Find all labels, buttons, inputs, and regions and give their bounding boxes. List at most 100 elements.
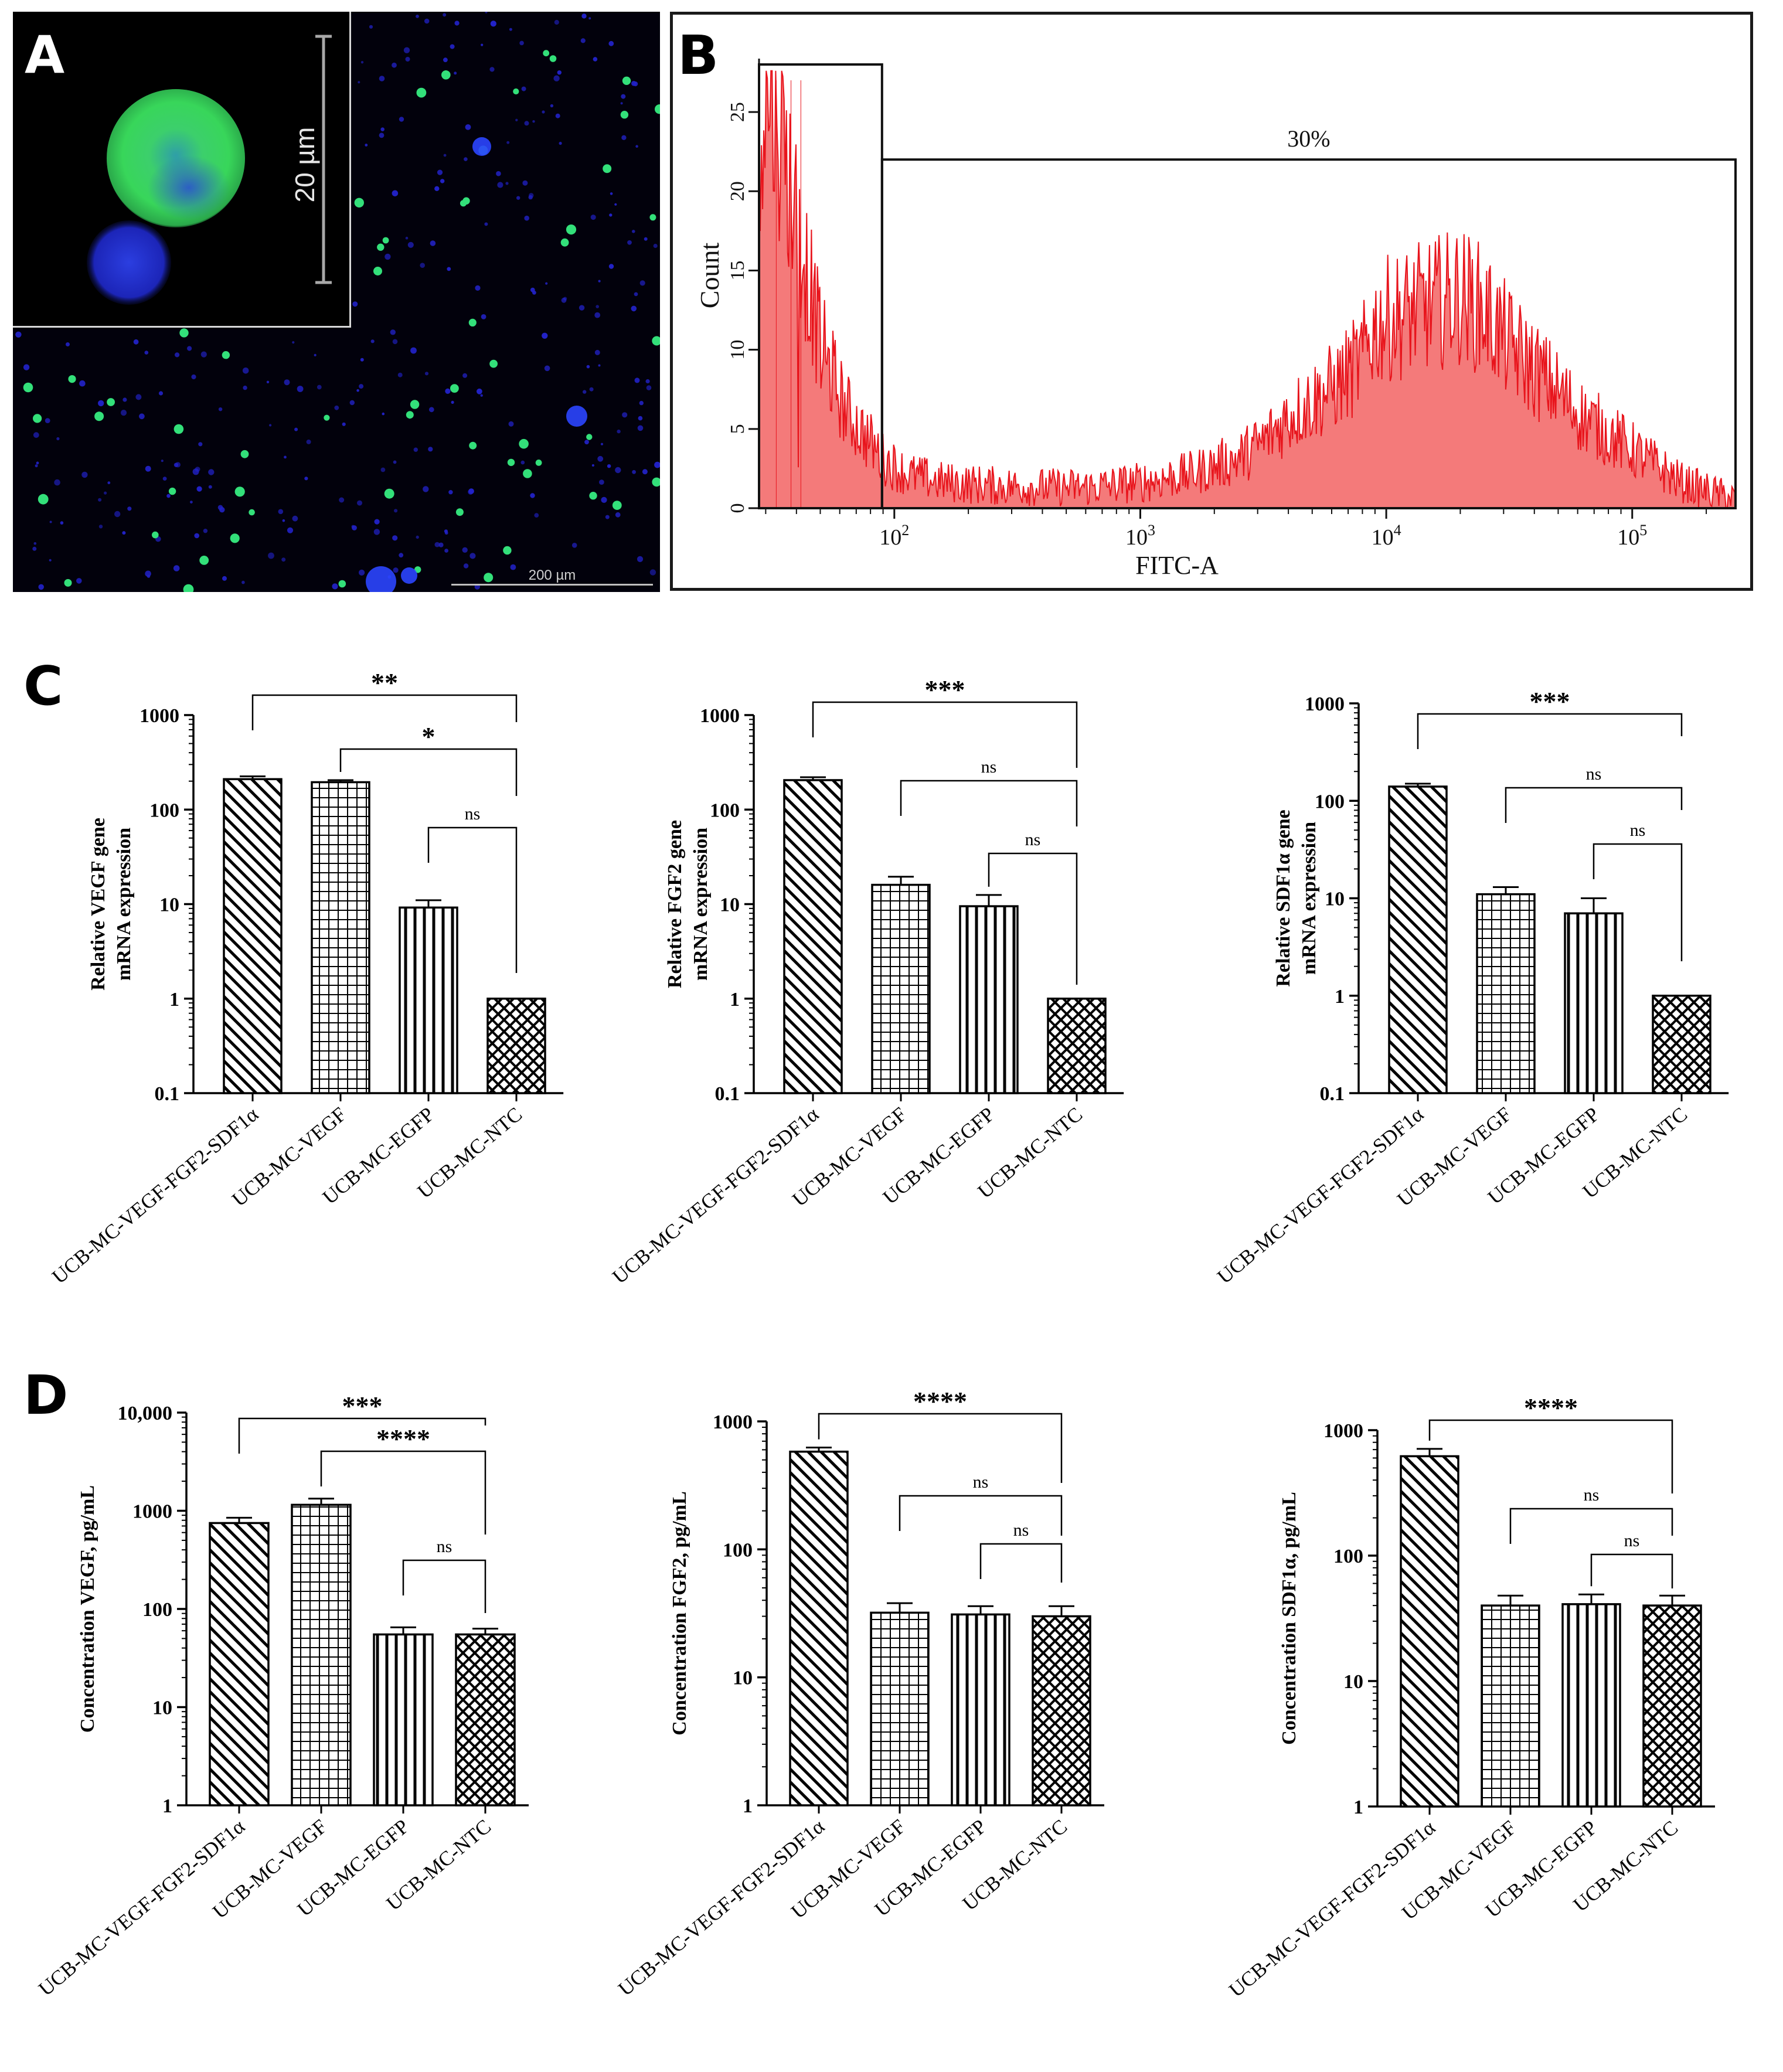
nucleus-dot: [147, 574, 151, 578]
x-tick-label: 104: [1372, 522, 1401, 550]
nucleus-dot: [342, 422, 346, 426]
nucleus-dot: [510, 564, 516, 570]
y-tick-label: 10: [720, 894, 740, 916]
nucleus-dot: [448, 490, 453, 495]
nucleus-dot: [104, 491, 107, 495]
cell-cluster: [472, 137, 491, 156]
comparison-bracket: [320, 1450, 486, 1535]
y-axis-label: Relative SDF1α gene: [1272, 809, 1294, 986]
nucleus-dot: [266, 380, 270, 383]
nucleus-dot: [208, 469, 215, 475]
nucleus-dot: [462, 373, 468, 378]
nucleus-dot: [407, 241, 414, 248]
comparison-bracket: [818, 1413, 1063, 1483]
y-tick-label: 1: [169, 989, 179, 1011]
nucleus-dot: [557, 70, 562, 75]
transfected-cell-dot: [179, 328, 189, 338]
nucleus-dot: [281, 557, 286, 562]
nucleus-dot: [158, 391, 164, 396]
nucleus-dot: [45, 418, 50, 423]
nucleus-dot: [360, 61, 364, 64]
cell-cluster: [366, 566, 396, 592]
nucleus-dot: [524, 215, 529, 221]
nucleus-dot: [534, 513, 539, 518]
nucleus-dot: [485, 12, 488, 13]
nucleus-dot: [424, 18, 430, 24]
transfected-cell-dot: [503, 546, 512, 555]
transfected-cell-dot: [64, 579, 72, 587]
bar-3: [455, 1633, 516, 1806]
comparison-bracket: [812, 701, 1078, 768]
untransfected-cell: [87, 220, 171, 305]
comparison-bracket: [900, 780, 1078, 826]
panel-letter-d: D: [23, 1364, 69, 1427]
nucleus-dot: [162, 477, 167, 481]
gate-label: 30%: [1287, 125, 1330, 152]
transfected-cell-dot: [199, 556, 209, 565]
comparison-bracket: [1590, 1553, 1673, 1588]
panel-letter-c: C: [23, 655, 63, 717]
nucleus-dot: [581, 13, 587, 19]
nucleus-dot: [392, 339, 398, 345]
transfected-cell-dot: [23, 382, 33, 393]
significance-label: ns: [973, 1472, 989, 1492]
nucleus-dot: [410, 347, 417, 354]
bar-3: [1652, 995, 1711, 1094]
nucleus-dot: [515, 118, 518, 121]
transfected-cell-dot: [324, 414, 330, 421]
y-axis-label: mRNA expression: [113, 828, 135, 981]
nucleus-dot: [379, 76, 385, 81]
y-axis-label: Concentration FGF2, pg/mL: [669, 1491, 690, 1735]
nucleus-dot: [392, 62, 397, 68]
nucleus-dot: [445, 388, 451, 394]
nucleus-dot: [306, 439, 311, 444]
transfected-cell-dot: [450, 384, 459, 393]
nucleus-dot: [544, 365, 550, 372]
nucleus-dot: [317, 385, 322, 390]
nucleus-dot: [649, 569, 656, 576]
nucleus-dot: [608, 40, 614, 46]
nucleus-dot: [200, 351, 207, 358]
transfected-cell-dot: [469, 441, 477, 450]
nucleus-dot: [621, 135, 627, 140]
nucleus-dot: [357, 500, 362, 506]
chart-d3: 1101001000UCB-MC-VEGF-FGF2-SDF1αUCB-MC-V…: [1224, 1393, 1715, 2002]
bar-1: [1481, 1604, 1540, 1808]
transfected-cell-dot: [649, 214, 656, 221]
comparison-bracket: [1505, 787, 1683, 823]
nucleus-dot: [379, 132, 384, 138]
nucleus-dot: [175, 352, 180, 358]
y-axis-label: Concentration VEGF, pg/mL: [77, 1485, 98, 1733]
nucleus-dot: [358, 81, 360, 84]
nucleus-dot: [403, 47, 410, 53]
nucleus-dot: [222, 576, 227, 581]
significance-label: ns: [465, 804, 481, 824]
nucleus-dot: [79, 380, 86, 387]
transfected-cell-dot: [377, 243, 384, 251]
transfected-cell-dot: [566, 224, 577, 235]
nucleus-dot: [450, 44, 455, 49]
transfected-cell-dot: [455, 508, 464, 516]
transfected-cell-dot: [612, 501, 622, 510]
transfected-cell-dot: [152, 531, 159, 539]
nucleus-dot: [304, 477, 308, 481]
nucleus-dot: [392, 535, 398, 541]
nucleus-dot: [428, 447, 433, 452]
bar-1: [871, 883, 931, 1094]
nucleus-dot: [33, 432, 39, 438]
nucleus-dot: [399, 117, 404, 122]
transfected-cell-dot: [249, 509, 255, 516]
nucleus-dot: [542, 110, 545, 114]
nucleus-dot: [519, 40, 524, 46]
y-tick-label: 5: [727, 424, 748, 434]
nucleus-dot: [359, 384, 364, 389]
chart-d2: 1101001000UCB-MC-VEGF-FGF2-SDF1αUCB-MC-V…: [614, 1386, 1104, 2000]
y-tick-label: 1000: [132, 1501, 172, 1523]
significance-label: ns: [1630, 821, 1646, 840]
nucleus-dot: [443, 13, 447, 17]
nucleus-dot: [583, 390, 587, 394]
nucleus-dot: [393, 567, 399, 573]
nucleus-dot: [35, 464, 38, 468]
nucleus-dot: [645, 379, 650, 384]
chart-c3: 0.11101001000UCB-MC-VEGF-FGF2-SDF1αUCB-M…: [1213, 686, 1729, 1288]
